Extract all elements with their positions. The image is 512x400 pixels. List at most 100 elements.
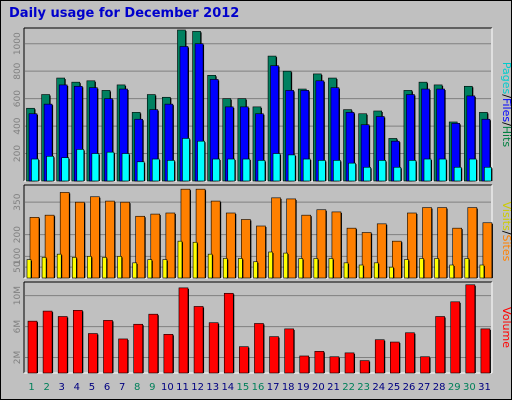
bar-visits <box>464 258 470 279</box>
day-label: 28 <box>433 382 446 393</box>
bar-pages <box>393 166 402 182</box>
bar-visits <box>404 259 409 279</box>
bar-pages <box>121 153 130 182</box>
bar-visits <box>358 264 364 279</box>
bar-visits <box>26 259 32 279</box>
bar-sites <box>437 207 447 279</box>
panel-2-ytick-label: 2M <box>13 351 23 365</box>
bar-visits <box>373 262 379 279</box>
bar-sites <box>195 188 206 279</box>
bar-pages <box>318 160 326 182</box>
bar-visits <box>207 253 213 279</box>
day-label: 24 <box>372 382 385 393</box>
bar-sites <box>44 214 55 279</box>
bar-sites <box>225 212 236 279</box>
bar-pages <box>257 160 266 182</box>
bar-sites <box>150 213 161 279</box>
bar-pages <box>423 158 432 182</box>
bar-pages <box>272 153 281 182</box>
bar-volume <box>239 346 249 374</box>
panel-1-ytick-label: 100 <box>13 247 23 264</box>
side-label-part: Volume <box>500 307 511 348</box>
bar-volume <box>57 316 68 374</box>
bar-sites <box>256 225 266 279</box>
bar-visits <box>419 258 424 279</box>
day-label: 25 <box>388 382 401 393</box>
bar-volume <box>118 338 128 374</box>
bar-volume <box>405 332 415 374</box>
day-label: 15 <box>237 382 250 393</box>
bar-visits <box>434 258 439 279</box>
bar-pages <box>348 162 356 182</box>
bar-visits <box>41 257 47 279</box>
day-label: 31 <box>478 382 491 393</box>
bar-visits <box>87 256 92 279</box>
day-label: 16 <box>252 382 265 393</box>
side-label-part: Files <box>500 98 511 122</box>
bar-pages <box>31 158 39 182</box>
day-label: 20 <box>312 382 325 393</box>
day-label: 8 <box>134 382 140 393</box>
bar-pages <box>484 166 492 182</box>
bar-volume <box>103 320 113 374</box>
bar-sites <box>331 211 342 279</box>
bar-visits <box>298 258 304 279</box>
panel-0-ytick-label: 600 <box>13 90 23 107</box>
bar-pages <box>302 158 311 182</box>
bar-volume <box>465 284 476 374</box>
day-label: 13 <box>206 382 219 393</box>
bar-volume <box>208 322 219 374</box>
bar-volume <box>193 306 204 374</box>
panel-1-ytick-label: 50 <box>13 261 23 273</box>
side-label-part: / <box>500 94 511 98</box>
bar-sites <box>120 201 130 279</box>
bar-sites <box>29 217 40 279</box>
side-label-part: / <box>500 231 511 235</box>
day-label: 29 <box>448 382 461 393</box>
side-label-part: Pages <box>500 62 511 95</box>
bar-pages <box>151 158 160 182</box>
bar-visits <box>162 259 168 279</box>
day-label: 1 <box>28 382 34 393</box>
bar-visits <box>102 257 107 279</box>
bar-sites <box>135 215 145 279</box>
side-label-part: Sites <box>500 235 511 262</box>
panel-0-ytick-label: 1000 <box>13 32 23 55</box>
panel-2-ytick-label: 6M <box>13 320 23 334</box>
bar-volume <box>420 356 430 374</box>
bar-volume <box>27 320 38 374</box>
bar-pages <box>91 153 100 182</box>
bar-visits <box>192 241 198 279</box>
side-label-part: / <box>500 122 511 126</box>
bar-volume <box>284 328 294 374</box>
bar-volume <box>344 352 355 374</box>
day-label: 4 <box>74 382 80 393</box>
bar-pages <box>212 158 220 182</box>
bar-volume <box>178 287 189 374</box>
bar-pages <box>61 157 69 182</box>
bar-visits <box>238 258 243 279</box>
bar-sites <box>59 192 70 279</box>
bar-pages <box>408 160 417 182</box>
bar-visits <box>479 264 485 279</box>
bar-visits <box>283 252 288 279</box>
bar-volume <box>359 360 370 374</box>
bar-volume <box>254 323 264 374</box>
bar-volume <box>374 339 385 374</box>
bar-sites <box>105 200 115 279</box>
panel-1-ytick-label: 200 <box>13 226 23 243</box>
bar-sites <box>422 207 432 279</box>
bar-volume <box>223 292 234 374</box>
bar-sites <box>392 240 402 279</box>
bar-pages <box>438 158 447 182</box>
bar-sites <box>74 201 85 279</box>
bar-volume <box>480 328 491 374</box>
day-label: 19 <box>297 382 310 393</box>
panel-0-ytick-label: 200 <box>13 145 23 162</box>
bar-sites <box>452 227 463 279</box>
bar-visits <box>253 261 258 279</box>
day-label: 12 <box>191 382 204 393</box>
bar-visits <box>343 262 349 279</box>
